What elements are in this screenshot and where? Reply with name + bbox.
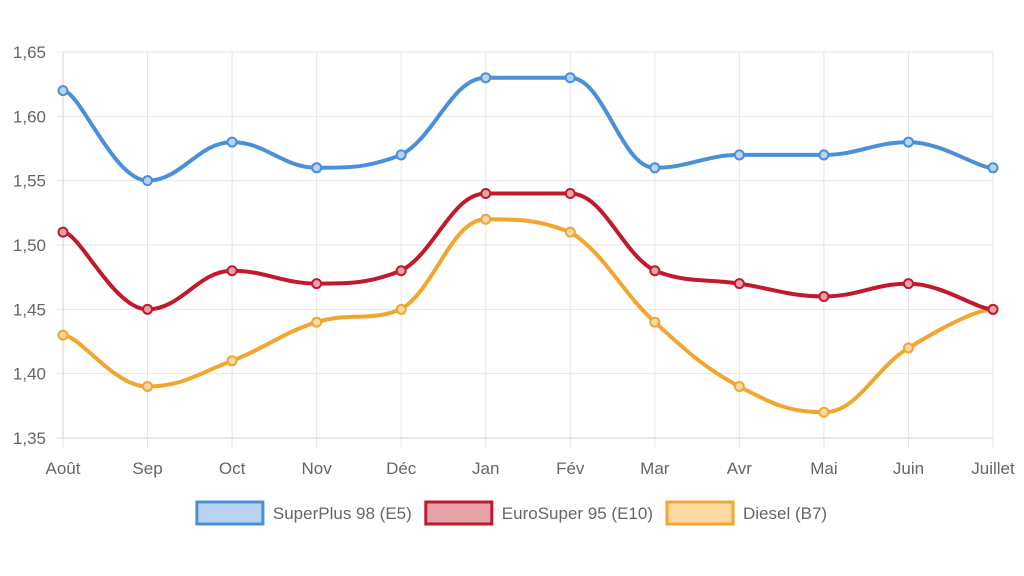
series-diesel-b7 [57, 213, 999, 418]
x-tick-label: Juillet [971, 459, 1015, 478]
x-tick-label: Mai [810, 459, 837, 478]
data-point[interactable] [142, 175, 154, 187]
data-point[interactable] [57, 85, 69, 97]
data-point[interactable] [480, 213, 492, 225]
legend-item[interactable]: EuroSuper 95 (E10) [424, 500, 653, 526]
data-point[interactable] [395, 303, 407, 315]
legend-label: SuperPlus 98 (E5) [273, 504, 412, 523]
y-tick-label: 1,65 [13, 43, 46, 62]
series-line [61, 191, 995, 312]
y-tick-label: 1,35 [13, 429, 46, 448]
data-point[interactable] [818, 149, 830, 161]
data-point[interactable] [564, 226, 576, 238]
data-point[interactable] [226, 265, 238, 277]
data-point[interactable] [480, 72, 492, 84]
legend-swatch [665, 500, 735, 526]
y-tick-label: 1,60 [13, 107, 46, 126]
data-point[interactable] [564, 72, 576, 84]
data-point[interactable] [480, 188, 492, 200]
series-line [61, 75, 995, 183]
data-point[interactable] [902, 136, 914, 148]
legend-label: Diesel (B7) [743, 504, 827, 523]
data-point[interactable] [987, 162, 999, 174]
data-point[interactable] [57, 329, 69, 341]
grid-lines [57, 51, 994, 448]
legend-swatch [195, 500, 265, 526]
data-point[interactable] [311, 316, 323, 328]
data-point[interactable] [733, 381, 745, 393]
x-tick-label: Nov [302, 459, 333, 478]
data-point[interactable] [57, 226, 69, 238]
data-point[interactable] [649, 265, 661, 277]
data-point[interactable] [395, 149, 407, 161]
data-point[interactable] [649, 316, 661, 328]
data-point[interactable] [142, 303, 154, 315]
data-point[interactable] [818, 290, 830, 302]
x-tick-label: Déc [386, 459, 417, 478]
data-point[interactable] [226, 136, 238, 148]
legend-item[interactable]: Diesel (B7) [665, 500, 827, 526]
y-tick-label: 1,55 [13, 172, 46, 191]
y-tick-label: 1,45 [13, 300, 46, 319]
data-point[interactable] [818, 406, 830, 418]
x-tick-label: Jan [472, 459, 499, 478]
legend-swatch [424, 500, 494, 526]
x-tick-label: Août [46, 459, 81, 478]
data-point[interactable] [142, 381, 154, 393]
data-point[interactable] [733, 149, 745, 161]
series-eurosuper-95-e10 [57, 188, 999, 315]
x-tick-label: Oct [219, 459, 246, 478]
data-point[interactable] [395, 265, 407, 277]
x-tick-label: Mar [640, 459, 670, 478]
legend: SuperPlus 98 (E5) EuroSuper 95 (E10) Diese… [195, 500, 827, 526]
data-point[interactable] [902, 342, 914, 354]
data-point[interactable] [733, 278, 745, 290]
data-point[interactable] [902, 278, 914, 290]
data-point[interactable] [311, 162, 323, 174]
y-tick-label: 1,40 [13, 365, 46, 384]
data-point[interactable] [564, 188, 576, 200]
data-point[interactable] [987, 303, 999, 315]
x-tick-label: Fév [556, 459, 585, 478]
data-point[interactable] [649, 162, 661, 174]
data-point[interactable] [311, 278, 323, 290]
x-tick-label: Avr [727, 459, 753, 478]
y-tick-label: 1,50 [13, 236, 46, 255]
series-superplus-98-e5 [57, 72, 999, 187]
legend-label: EuroSuper 95 (E10) [502, 504, 653, 523]
x-tick-label: Sep [132, 459, 162, 478]
data-point[interactable] [226, 355, 238, 367]
series-line [61, 217, 995, 415]
legend-item[interactable]: SuperPlus 98 (E5) [195, 500, 412, 526]
x-tick-label: Juin [893, 459, 924, 478]
